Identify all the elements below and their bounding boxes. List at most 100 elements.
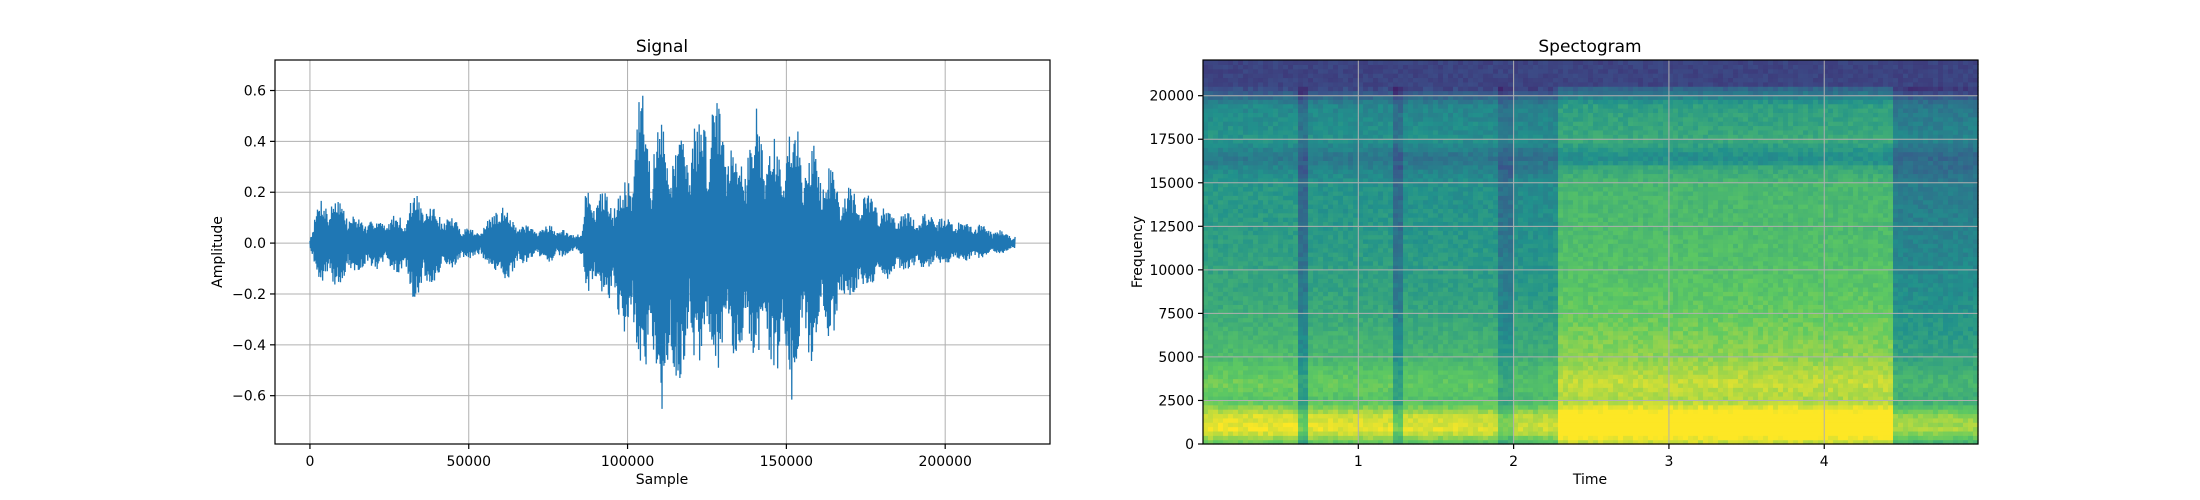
spectrogram-cell (1233, 313, 1239, 319)
spectrogram-cell (1478, 391, 1484, 397)
spectrogram-cell (1463, 230, 1469, 236)
spectrogram-cell (1358, 278, 1364, 284)
spectrogram-cell (1333, 238, 1339, 244)
spectrogram-cell (1398, 208, 1404, 214)
spectrogram-cell (1218, 273, 1224, 279)
spectrogram-cell (1448, 164, 1454, 170)
spectrogram-cell (1388, 369, 1394, 375)
spectrogram-cell (1443, 116, 1449, 122)
spectrogram-cell (1303, 86, 1309, 92)
spectrogram-cell (1348, 430, 1354, 436)
spectrogram-cell (1418, 317, 1424, 323)
spectrogram-cell (1423, 435, 1429, 441)
spectrogram-cell (1428, 142, 1434, 148)
spectrogram-cell (1253, 374, 1259, 380)
spectrogram-cell (1473, 156, 1479, 161)
spectrogram-cell (1358, 103, 1364, 109)
spectrogram-cell (1318, 352, 1324, 358)
spectrogram-cell (1358, 238, 1364, 244)
spectrogram-cell (1293, 439, 1299, 445)
spectrogram-cell (1438, 413, 1444, 419)
spectrogram-cell (1418, 129, 1424, 135)
spectrogram-cell (1293, 326, 1299, 332)
spectrogram-cell (1343, 374, 1349, 380)
spectrogram-cell (1238, 225, 1244, 231)
spectrogram-cell (1218, 382, 1224, 388)
spectrogram-cell (1438, 129, 1444, 135)
spectrogram-cell (1423, 182, 1429, 188)
spectrogram-cell (1413, 247, 1419, 253)
spectrogram-cell (1328, 265, 1334, 271)
spectrogram-cell (1373, 252, 1379, 257)
spectrogram-cell (1218, 396, 1224, 401)
spectrogram-cell (1473, 108, 1479, 113)
spectrogram-cell (1213, 304, 1219, 310)
spectrogram-cell (1283, 169, 1289, 175)
spectrogram-cell (1308, 334, 1314, 340)
spectrogram-cell (1423, 339, 1429, 345)
spectrogram-cell (1463, 217, 1469, 223)
spectrogram-cell (1388, 295, 1394, 301)
spectrogram-cell (1348, 308, 1354, 314)
spectrogram-cell (1203, 260, 1209, 266)
spectrogram-cell (1318, 422, 1324, 428)
spectrogram-cell (1203, 378, 1209, 384)
spectrogram-cell (1413, 348, 1419, 353)
spectrogram-cell (1253, 348, 1259, 353)
spectrogram-cell (1438, 430, 1444, 436)
spectrogram-cell (1448, 400, 1454, 406)
spectrogram-cell (1218, 73, 1224, 79)
spectrogram-cell (1383, 147, 1389, 153)
spectrogram-cell (1303, 313, 1309, 319)
spectrogram-cell (1453, 134, 1459, 140)
spectrogram-cell (1438, 99, 1444, 105)
spectrogram-cell (1248, 378, 1254, 384)
spectrogram-cell (1303, 199, 1309, 205)
spectrogram-cell (1433, 134, 1439, 140)
spectrogram-cell (1213, 334, 1219, 340)
spectrogram-cell (1433, 404, 1439, 410)
spectrogram-cell (1223, 260, 1229, 266)
spectrogram-cell (1368, 430, 1374, 436)
spectrogram-cell (1373, 365, 1379, 371)
spectrogram-cell (1463, 90, 1469, 96)
spectrogram-cell (1218, 313, 1224, 319)
spectrogram-cell (1323, 356, 1329, 362)
spectrogram-cell (1213, 60, 1219, 65)
spectrogram-cell (1418, 217, 1424, 223)
spectrogram-cell (1258, 151, 1264, 157)
spectrogram-cell (1478, 256, 1484, 262)
spectrogram-cell (1458, 317, 1464, 323)
spectrogram-cell (1283, 199, 1289, 205)
spectrogram-cell (1398, 374, 1404, 380)
spectrogram-cell (1433, 164, 1439, 170)
spectrogram-cell (1413, 195, 1419, 201)
spectrogram-cell (1343, 243, 1349, 249)
spectrogram-cell (1233, 116, 1239, 122)
spectrogram-cell (1298, 99, 1304, 105)
spectrogram-cell (1298, 164, 1304, 170)
spectrogram-cell (1383, 142, 1389, 148)
spectrogram-cell (1448, 435, 1454, 441)
spectrogram-cell (1208, 391, 1214, 397)
spectrogram-cell (1203, 321, 1209, 327)
spectrogram-cell (1468, 313, 1474, 319)
signal-series-line (309, 95, 1016, 409)
spectrogram-cell (1248, 365, 1254, 371)
spectrogram-cell (1248, 147, 1254, 153)
spectrogram-cell (1248, 356, 1254, 362)
spectrogram-cell (1223, 382, 1229, 388)
spectrogram-cell (1368, 121, 1374, 127)
spectrogram-cell (1438, 160, 1444, 166)
spectrogram-cell (1358, 348, 1364, 353)
spectrogram-cell (1248, 352, 1254, 358)
spectrogram-cell (1363, 308, 1369, 314)
spectrogram-cell (1363, 361, 1369, 367)
spectrogram-cell (1478, 282, 1484, 288)
spectrogram-cell (1453, 396, 1459, 401)
spectrogram-cell (1283, 164, 1289, 170)
spectrogram-cell (1248, 265, 1254, 271)
spectrogram-cell (1413, 68, 1419, 74)
spectrogram-cell (1398, 256, 1404, 262)
spectrogram-cell (1363, 439, 1369, 445)
